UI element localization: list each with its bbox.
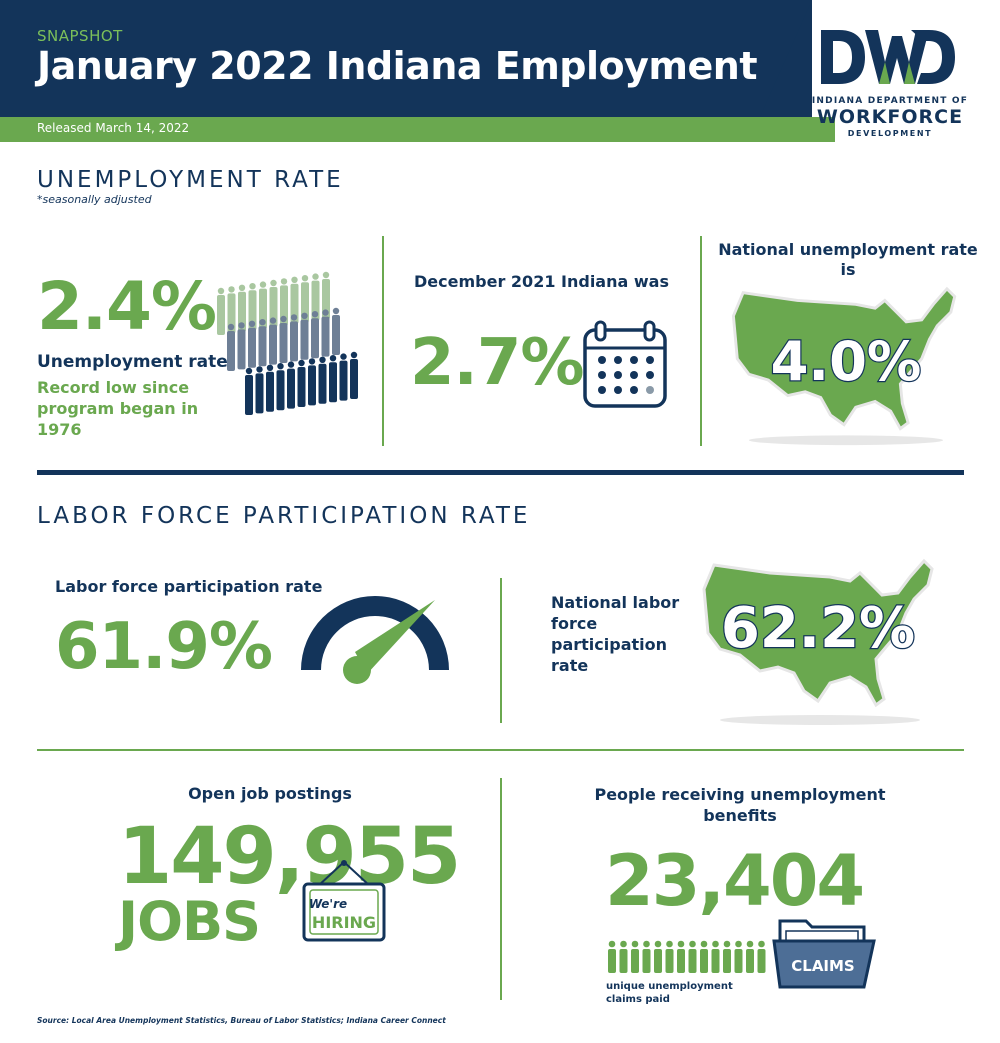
logo-line-3: DEVELOPMENT — [847, 129, 933, 138]
person-figure — [711, 940, 720, 973]
column-divider — [500, 778, 502, 1000]
open-job-postings-value: 149,955 — [118, 812, 461, 902]
person-figure — [350, 351, 358, 399]
eyebrow-label: SNAPSHOT — [37, 27, 123, 45]
hiring-sign-top-text: We're — [309, 897, 347, 911]
december-rate-value: 2.7% — [410, 326, 584, 400]
december-label: December 2021 Indiana was — [414, 272, 669, 291]
claims-paid-note: unique unemployment claims paid — [606, 981, 733, 1005]
person-figure — [321, 309, 330, 357]
person-figure — [332, 307, 340, 355]
national-unemployment-label: National unemployment rate is — [718, 240, 978, 279]
logo-line-2: WORKFORCE — [816, 106, 964, 128]
lfpr-value: 61.9% — [55, 610, 273, 684]
person-figure — [300, 312, 309, 360]
lfpr-label: Labor force participation rate — [55, 577, 323, 596]
person-figure — [688, 940, 697, 973]
person-figure — [301, 275, 309, 323]
person-figure — [290, 276, 299, 324]
source-note: Source: Local Area Unemployment Statisti… — [37, 1016, 446, 1025]
person-figure — [339, 353, 348, 401]
hiring-sign-icon: We're HIRING — [302, 860, 386, 942]
person-figure — [280, 278, 288, 326]
person-figure — [746, 940, 754, 973]
person-figure — [631, 940, 639, 973]
people-crowd-icon — [217, 271, 358, 415]
person-figure — [258, 319, 267, 367]
unemployment-section-title: UNEMPLOYMENT RATE — [37, 167, 344, 193]
dwd-logo-icon — [821, 30, 955, 84]
us-map-icon: 62.2% — [702, 558, 934, 725]
person-figure — [318, 356, 327, 404]
unemployment-rate-label: Unemployment rate — [37, 352, 228, 372]
person-figure — [259, 281, 267, 329]
person-figure — [276, 363, 285, 411]
person-figure — [757, 940, 766, 973]
national-lfpr-value: 62.2% — [721, 596, 915, 661]
person-figure — [269, 279, 278, 327]
header-release-strip — [0, 117, 835, 142]
person-figure — [308, 358, 316, 406]
gauge-icon — [301, 596, 449, 684]
column-divider — [700, 236, 702, 446]
person-figure — [642, 940, 651, 973]
person-figure — [290, 314, 298, 362]
person-figure — [287, 361, 295, 409]
person-figure — [238, 284, 246, 332]
person-figure — [329, 355, 337, 403]
person-figure — [297, 359, 306, 407]
person-figure — [608, 940, 616, 973]
national-unemployment-rate-value: 4.0% — [771, 330, 922, 393]
claims-folder-icon: CLAIMS — [772, 919, 876, 989]
section-divider-thin — [37, 749, 964, 751]
claims-folder-label: CLAIMS — [791, 957, 855, 975]
person-figure — [734, 940, 743, 973]
person-figure — [266, 364, 274, 412]
person-figure — [322, 271, 330, 319]
person-figure — [248, 320, 256, 368]
person-figure — [700, 940, 708, 973]
header-band — [0, 0, 812, 117]
release-date: Released March 14, 2022 — [37, 121, 190, 135]
us-map-icon: 4.0% — [731, 286, 957, 446]
page-title: January 2022 Indiana Employment — [37, 44, 758, 88]
lfpr-section-title: LABOR FORCE PARTICIPATION RATE — [37, 503, 531, 529]
person-figure — [227, 286, 236, 334]
person-figure — [677, 940, 685, 973]
unemployment-benefits-value: 23,404 — [605, 840, 865, 922]
unemployment-benefits-label: People receiving unemployment benefits — [594, 785, 886, 825]
unemployment-rate-value: 2.4% — [37, 268, 217, 345]
person-figure — [279, 315, 288, 363]
person-figure — [654, 940, 662, 973]
person-figure — [311, 311, 319, 359]
logo-line-1: INDIANA DEPARTMENT OF — [811, 96, 969, 106]
person-figure — [619, 940, 628, 973]
person-figure — [311, 273, 320, 321]
hiring-sign-bottom-text: HIRING — [312, 913, 376, 932]
national-lfpr-label: National labor force participation rate — [551, 593, 680, 675]
section-divider — [37, 470, 964, 475]
calendar-icon — [583, 320, 667, 408]
column-divider — [382, 236, 384, 446]
person-figure — [245, 367, 253, 415]
person-figure — [723, 940, 731, 973]
person-figure — [227, 323, 235, 371]
record-low-note: Record low since program began in 1976 — [37, 378, 199, 439]
person-figure — [248, 283, 257, 331]
seasonally-adjusted-note: *seasonally adjusted — [37, 193, 152, 206]
open-job-postings-label: Open job postings — [188, 784, 352, 803]
person-figure — [217, 287, 225, 335]
jobs-unit-label: JOBS — [118, 890, 261, 953]
person-figure — [269, 317, 277, 365]
people-row-icon — [608, 940, 766, 973]
person-figure — [255, 366, 264, 414]
person-figure — [665, 940, 674, 973]
person-figure — [237, 322, 246, 370]
column-divider — [500, 578, 502, 723]
